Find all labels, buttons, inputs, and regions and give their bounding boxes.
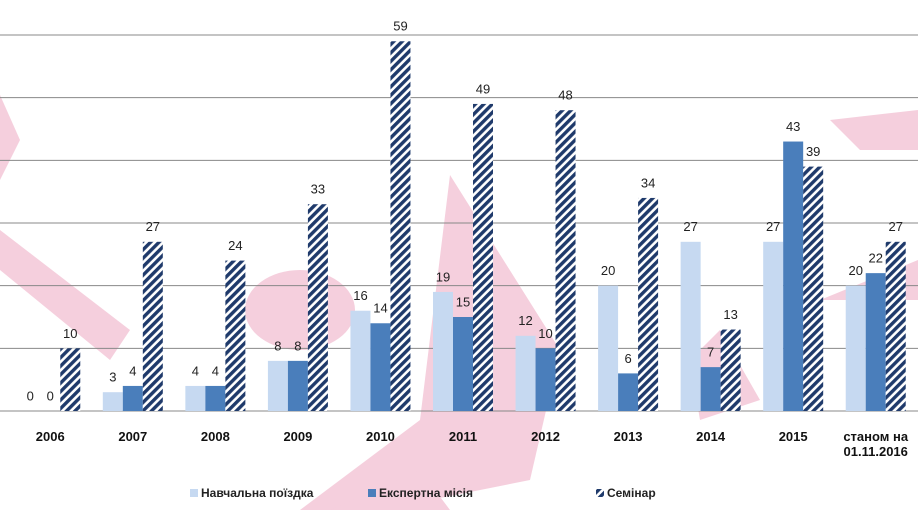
legend-marker [368,489,376,497]
bar [701,367,721,411]
x-tick-label: 2008 [174,429,256,444]
value-label: 4 [192,363,199,378]
value-label: 4 [212,363,219,378]
bar [225,261,245,411]
x-tick-label: 2013 [587,429,669,444]
x-tick-label: 2011 [422,429,504,444]
value-label: 59 [393,19,407,34]
value-label: 14 [373,301,387,316]
bar [268,361,288,411]
x-tick-label: 2014 [670,429,752,444]
bar [288,361,308,411]
value-label: 22 [868,251,882,266]
bar [205,386,225,411]
bar [516,336,536,411]
value-label: 24 [228,238,242,253]
value-label: 0 [47,388,54,403]
bar [308,204,328,411]
bar [350,311,370,411]
bar [638,198,658,411]
bar [763,242,783,411]
value-label: 34 [641,175,655,190]
value-label: 8 [274,338,281,353]
bar [866,273,886,411]
bar [618,373,638,411]
value-label: 27 [888,219,902,234]
bar [536,348,556,411]
bar [598,286,618,411]
legend-label: Експертна місія [379,486,473,500]
value-label: 20 [848,263,862,278]
x-tick-label: 2007 [92,429,174,444]
bar [453,317,473,411]
value-label: 10 [63,326,77,341]
bar [846,286,866,411]
legend-marker [190,489,198,497]
value-label: 12 [518,313,532,328]
value-label: 6 [624,351,631,366]
value-label: 20 [601,263,615,278]
x-tick-label: 2012 [505,429,587,444]
value-label: 27 [146,219,160,234]
value-label: 27 [683,219,697,234]
bar [143,242,163,411]
value-label: 43 [786,119,800,134]
value-label: 39 [806,144,820,159]
x-tick-label: 2015 [752,429,834,444]
value-label: 33 [311,182,325,197]
bar [103,392,123,411]
value-label: 27 [766,219,780,234]
bar [721,330,741,411]
chart-container: 0010342744248833161459191549121048206342… [0,0,918,510]
value-label: 49 [476,81,490,96]
legend-label: Семінар [607,486,656,500]
value-label: 48 [558,88,572,103]
x-tick-label: 2006 [9,429,91,444]
legend-marker [596,489,604,497]
value-label: 16 [353,288,367,303]
value-label: 4 [129,363,136,378]
x-tick-label: 2009 [257,429,339,444]
value-label: 8 [294,338,301,353]
value-label: 7 [707,345,714,360]
bar [390,41,410,411]
bar [556,110,576,411]
bar [60,348,80,411]
value-label: 15 [456,294,470,309]
bar [803,167,823,411]
value-label: 0 [27,388,34,403]
value-label: 13 [723,307,737,322]
x-tick-label: 2010 [339,429,421,444]
x-tick-label: станом на 01.11.2016 [835,429,917,459]
legend-label: Навчальна поїздка [201,486,314,500]
bar [886,242,906,411]
value-label: 19 [436,269,450,284]
value-label: 3 [109,370,116,385]
bar [433,292,453,411]
bar [783,142,803,411]
value-label: 10 [538,326,552,341]
bar [185,386,205,411]
bar [681,242,701,411]
bar [370,323,390,411]
bar [123,386,143,411]
bar [473,104,493,411]
